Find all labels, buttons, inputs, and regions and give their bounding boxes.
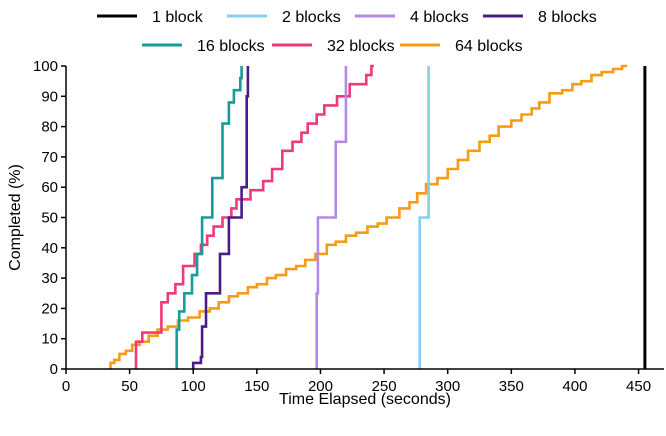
y-tick-label: 60	[41, 179, 58, 196]
legend-item-64-blocks: 64 blocks	[400, 38, 523, 55]
y-axis-ticks: 0 10 20 30 40 50 60 70 80 90 100	[33, 58, 66, 378]
y-tick-label: 40	[41, 240, 58, 257]
legend-item-1-block: 1 block	[97, 9, 204, 26]
legend-label: 8 blocks	[538, 9, 597, 26]
y-tick-label: 90	[41, 88, 58, 105]
x-tick-label: 50	[121, 378, 138, 395]
legend: 1 block 2 blocks 4 blocks 8 blocks 16 blocks…	[97, 9, 597, 55]
legend-item-4-blocks: 4 blocks	[355, 9, 469, 26]
legend-label: 1 block	[152, 9, 204, 26]
legend-item-8-blocks: 8 blocks	[483, 9, 597, 26]
series-line-8-blocks	[191, 66, 250, 369]
x-tick-label: 300	[435, 378, 460, 395]
y-tick-label: 80	[41, 119, 58, 136]
x-tick-label: 450	[626, 378, 651, 395]
series-line-16-blocks	[175, 66, 243, 369]
series-line-2-blocks	[418, 66, 430, 369]
y-tick-label: 20	[41, 300, 58, 317]
series-line-32-blocks	[134, 64, 374, 369]
y-tick-label: 10	[41, 331, 58, 348]
legend-item-16-blocks: 16 blocks	[142, 38, 265, 55]
x-tick-label: 400	[562, 378, 587, 395]
x-tick-label: 150	[244, 378, 269, 395]
plot-area	[109, 64, 647, 369]
y-tick-label: 100	[33, 58, 58, 75]
series-line-4-blocks	[315, 66, 348, 369]
series-line-64-blocks	[109, 64, 628, 369]
legend-label: 4 blocks	[410, 9, 469, 26]
x-tick-label: 100	[181, 378, 206, 395]
legend-label: 32 blocks	[327, 38, 395, 55]
axes: 0 50 100 150 200 250 300 350 400 450 0 10 20 30 40 50 6…	[33, 58, 664, 395]
x-axis-ticks: 0 50 100 150 200 250 300 350 400 450	[62, 369, 651, 395]
x-tick-label: 250	[372, 378, 397, 395]
x-tick-label: 350	[499, 378, 524, 395]
legend-item-32-blocks: 32 blocks	[272, 38, 395, 55]
y-tick-label: 50	[41, 210, 58, 227]
legend-item-2-blocks: 2 blocks	[227, 9, 341, 26]
legend-label: 2 blocks	[282, 9, 341, 26]
y-tick-label: 0	[50, 361, 58, 378]
y-tick-label: 30	[41, 270, 58, 287]
x-tick-label: 200	[308, 378, 333, 395]
y-axis-label: Completed (%)	[7, 164, 24, 271]
x-tick-label: 0	[62, 378, 70, 395]
y-tick-label: 70	[41, 149, 58, 166]
x-axis-label: Time Elapsed (seconds)	[279, 391, 451, 408]
legend-label: 64 blocks	[455, 38, 523, 55]
legend-label: 16 blocks	[197, 38, 265, 55]
